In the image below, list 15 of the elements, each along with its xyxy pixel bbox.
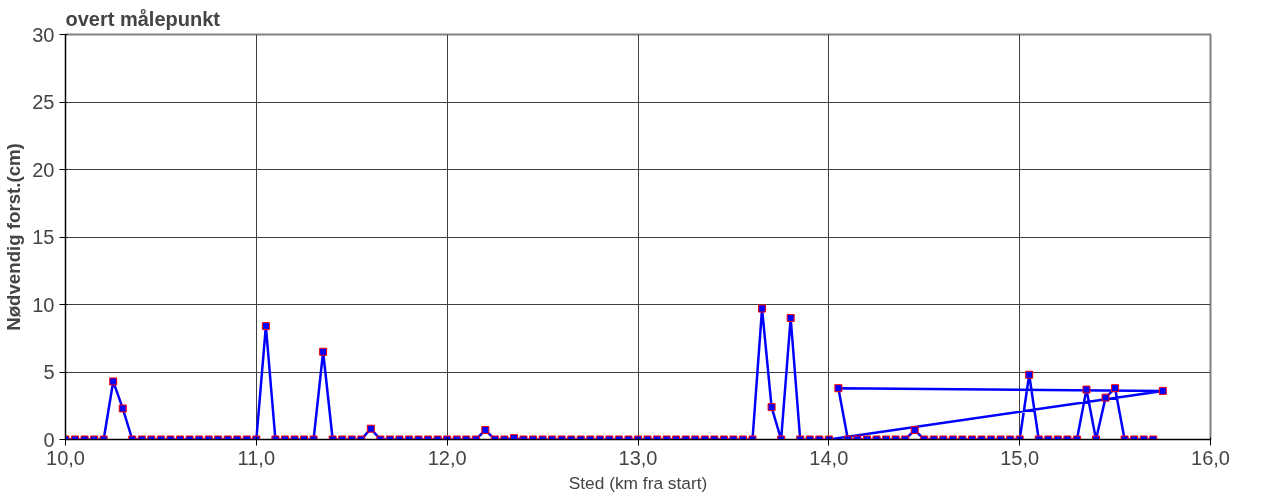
y-tick-label: 5 [43, 361, 55, 383]
y-axis-title: Nødvendig forst.(cm) [3, 143, 25, 331]
chart-title: overt målepunkt [65, 7, 221, 30]
y-tick-label: 10 [32, 293, 55, 316]
x-tick-label: 13,0 [618, 446, 658, 469]
x-tick-label: 14,0 [809, 446, 849, 469]
x-tick-label: 15,0 [1000, 446, 1040, 469]
x-tick-label: 16,0 [1191, 446, 1230, 469]
y-tick-label: 20 [32, 158, 55, 181]
x-tick-label: 12,0 [427, 446, 467, 469]
x-axis-title: Sted (km fra start) [568, 472, 708, 493]
y-tick-label: 25 [32, 91, 55, 113]
y-tick-label: 30 [32, 23, 55, 46]
x-tick-label: 11,0 [237, 446, 276, 469]
y-tick-label: 15 [32, 226, 55, 248]
